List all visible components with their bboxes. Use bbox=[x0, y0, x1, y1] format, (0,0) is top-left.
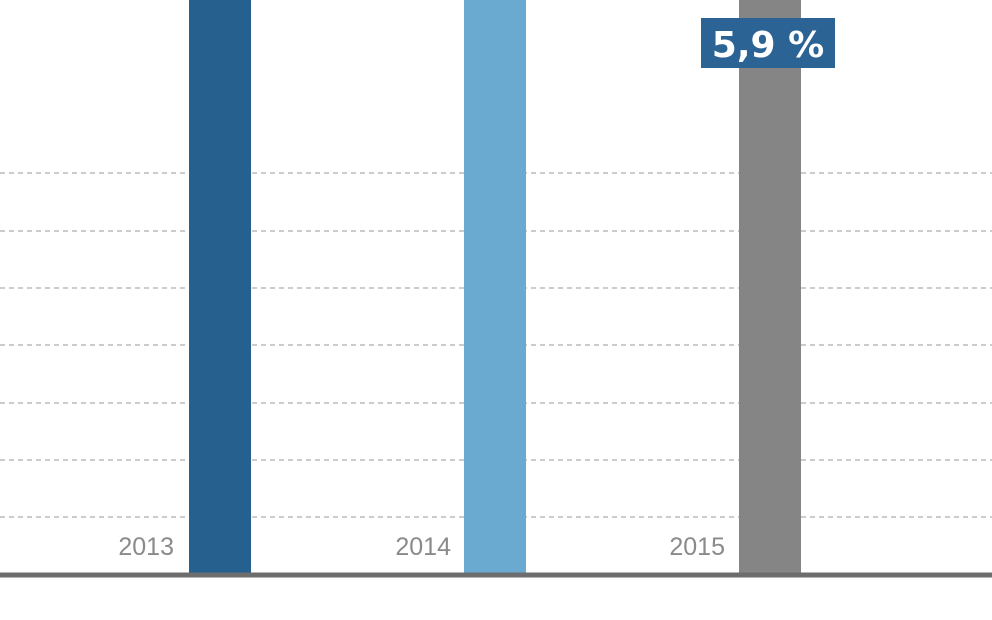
bar-2014 bbox=[464, 0, 526, 575]
year-labels: 2013 2014 2015 bbox=[118, 533, 725, 561]
year-label-2014: 2014 bbox=[395, 533, 451, 561]
bar-2013 bbox=[189, 0, 251, 575]
year-label-2013: 2013 bbox=[118, 533, 174, 561]
bars bbox=[189, 0, 801, 575]
growth-badge-text: 5,9 % bbox=[712, 25, 824, 66]
year-label-2015: 2015 bbox=[669, 533, 725, 561]
bar-2015 bbox=[739, 0, 801, 575]
growth-badge: 5,9 % bbox=[701, 18, 835, 68]
growth-badge-box bbox=[701, 18, 835, 68]
